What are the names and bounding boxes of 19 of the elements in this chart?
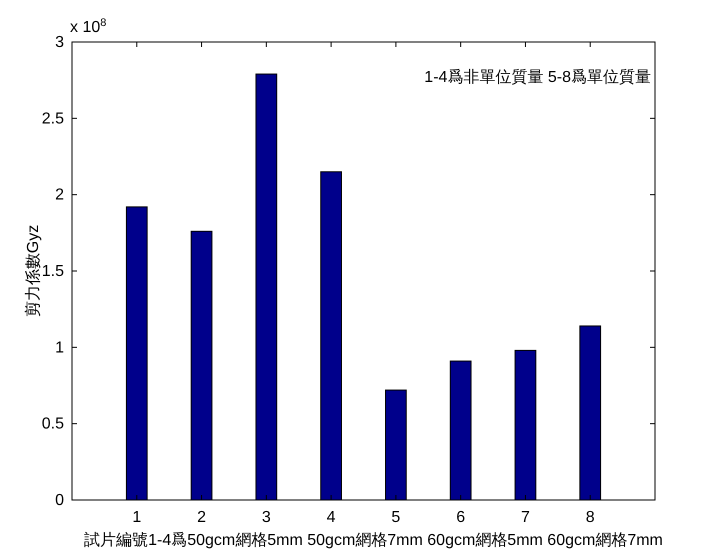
y-tick-label: 1.5 [42,263,64,280]
y-tick-label: 2 [55,186,64,204]
x-tick-label: 5 [391,509,400,526]
x-tick-label: 8 [586,509,595,526]
y-tick-label: 1 [55,339,64,356]
y-tick-label: 0.5 [42,416,64,433]
y-tick-label: 2.5 [42,110,64,128]
x-axis-title: 試片編號1-4爲50gcm網格5mm 50gcm網格7mm 60gcm網格5mm 60gcm網格7mm [84,531,663,549]
x-tick-label: 7 [520,509,530,526]
y-tick-label: 0 [55,492,64,509]
x-tick-label: 4 [326,509,336,526]
x-tick-label: 6 [456,509,466,526]
y-axis-title: 剪力係數Gyz [24,224,42,318]
x-tick-label: 2 [197,509,206,526]
text: x 10$^{8}$ [70,17,106,36]
y-tick-label: 3 [55,34,64,51]
annotation: 1-4爲非單位質量 5-8爲單位質量 [424,68,651,86]
x-tick-label: 3 [262,509,271,526]
x-tick-label: 1 [132,509,142,526]
